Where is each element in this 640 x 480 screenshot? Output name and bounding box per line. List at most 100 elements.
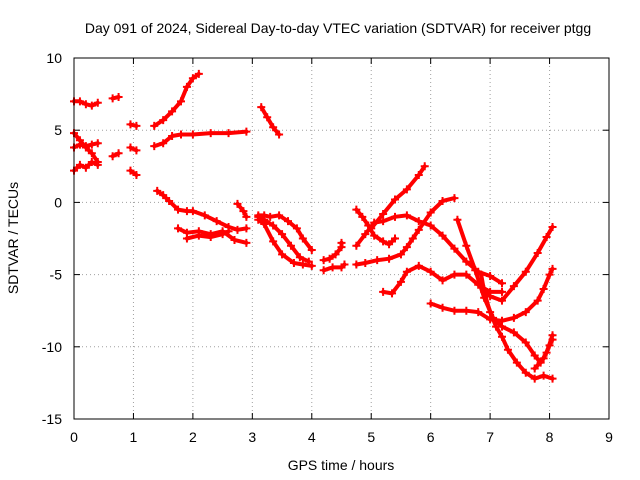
x-tick-label: 8: [546, 429, 554, 445]
data-point-marker: [521, 338, 530, 347]
data-point-marker: [462, 306, 471, 315]
data-point-marker: [462, 257, 471, 266]
series-track-21: [319, 260, 349, 275]
chart-grid: [74, 58, 609, 419]
data-point-marker: [379, 209, 388, 218]
data-point-marker: [218, 230, 227, 239]
data-point-marker: [402, 211, 411, 220]
data-point-marker: [319, 266, 328, 275]
data-point-marker: [370, 231, 379, 240]
data-point-marker: [307, 246, 316, 255]
data-point-marker: [81, 142, 90, 151]
data-point-marker: [530, 364, 539, 373]
data-point-marker: [150, 142, 159, 151]
series-track-09: [126, 166, 141, 179]
plot-frame: [73, 57, 610, 420]
data-point-marker: [242, 212, 251, 221]
data-point-marker: [379, 287, 388, 296]
data-point-marker: [233, 225, 242, 234]
data-point-marker: [509, 313, 518, 322]
data-point-marker: [358, 212, 367, 221]
data-point-marker: [87, 157, 96, 166]
data-point-marker: [275, 130, 284, 139]
y-tick-label: -5: [50, 267, 63, 283]
y-tick-label: 0: [54, 194, 62, 210]
data-point-marker: [188, 74, 197, 83]
data-point-marker: [159, 139, 168, 148]
data-point-marker: [269, 237, 278, 246]
data-point-marker: [498, 279, 506, 288]
data-point-marker: [509, 282, 518, 291]
data-point-marker: [462, 241, 471, 250]
data-point-marker: [450, 244, 459, 253]
data-point-marker: [168, 131, 177, 140]
data-point-marker: [367, 224, 376, 233]
data-point-marker: [486, 272, 495, 281]
data-point-marker: [289, 259, 298, 268]
data-point-marker: [298, 260, 307, 269]
data-point-marker: [512, 358, 521, 367]
data-point-marker: [408, 234, 417, 243]
data-point-marker: [438, 231, 447, 240]
data-point-marker: [438, 196, 447, 205]
data-point-marker: [286, 241, 295, 250]
data-point-marker: [391, 234, 399, 243]
data-point-marker: [126, 120, 135, 129]
series-line: [259, 105, 282, 137]
data-point-marker: [539, 285, 548, 294]
x-tick-label: 9: [605, 429, 613, 445]
data-point-marker: [177, 97, 185, 106]
data-point-marker: [361, 230, 370, 239]
series-line: [321, 240, 344, 263]
series-track-11: [150, 127, 251, 151]
data-point-marker: [200, 211, 209, 220]
data-point-marker: [260, 215, 269, 224]
data-point-marker: [132, 121, 141, 130]
data-point-marker: [266, 212, 275, 221]
y-tick-label: 5: [54, 122, 62, 138]
data-point-marker: [159, 116, 168, 125]
data-point-marker: [87, 140, 96, 149]
data-point-marker: [337, 238, 346, 247]
data-point-marker: [548, 264, 557, 273]
data-point-marker: [426, 267, 435, 276]
series-track-25: [367, 162, 429, 233]
data-point-marker: [498, 287, 506, 296]
data-point-marker: [530, 351, 539, 360]
data-point-marker: [542, 233, 551, 242]
data-point-marker: [194, 69, 203, 78]
data-point-marker: [242, 127, 251, 136]
data-point-marker: [396, 250, 405, 259]
data-point-marker: [352, 260, 361, 269]
data-point-marker: [548, 222, 557, 231]
data-point-marker: [230, 235, 239, 244]
data-point-marker: [75, 140, 84, 149]
data-point-marker: [75, 97, 84, 106]
data-point-marker: [391, 195, 399, 204]
x-tick-label: 5: [367, 429, 375, 445]
data-point-marker: [233, 199, 242, 208]
data-point-marker: [486, 292, 495, 301]
data-point-marker: [257, 103, 266, 112]
data-point-marker: [132, 170, 141, 179]
series-track-24: [352, 194, 459, 269]
series-track-14: [182, 227, 233, 243]
data-point-marker: [388, 289, 397, 298]
x-tick-labels: 0 1 2 3 4 5 6 7 8 9: [70, 429, 613, 445]
data-point-marker: [373, 256, 382, 265]
data-point-marker: [224, 227, 233, 236]
data-point-marker: [81, 163, 90, 172]
data-point-marker: [414, 170, 423, 179]
data-point-marker: [182, 82, 191, 91]
data-point-marker: [533, 248, 542, 257]
data-point-marker: [269, 123, 278, 132]
data-point-marker: [361, 259, 370, 268]
series-track-08: [126, 143, 141, 155]
data-point-marker: [177, 130, 185, 139]
data-point-marker: [450, 306, 459, 315]
data-point-marker: [75, 160, 84, 169]
data-point-marker: [533, 296, 542, 305]
data-point-marker: [93, 139, 102, 148]
data-point-marker: [150, 121, 159, 130]
data-point-marker: [471, 266, 480, 275]
